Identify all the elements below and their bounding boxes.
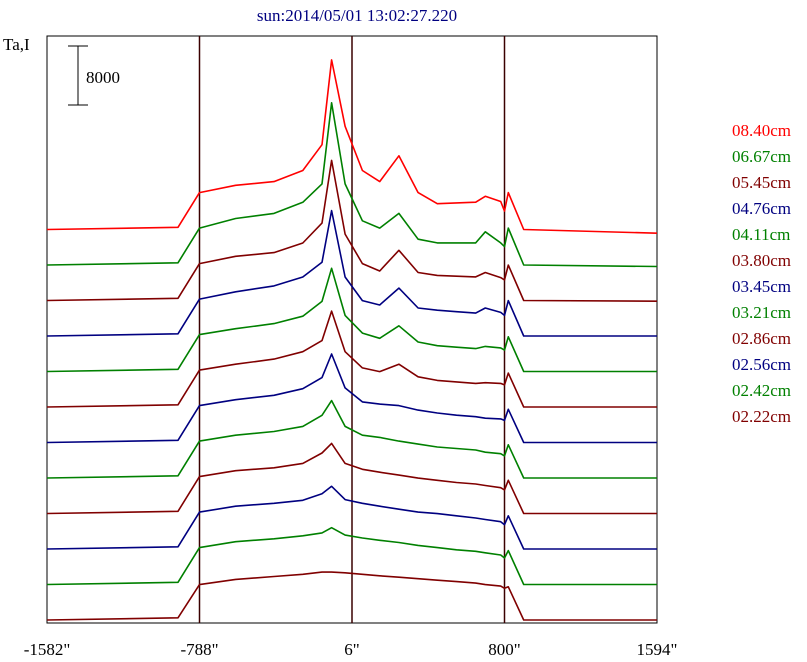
series-line-02.42cm — [46, 526, 657, 586]
series-line-06.67cm — [46, 102, 658, 268]
series-line-04.76cm — [46, 209, 657, 337]
x-tick-label: 1594" — [637, 640, 678, 659]
legend-item: 03.80cm — [732, 251, 791, 270]
chart-title: sun:2014/05/01 13:02:27.220 — [257, 6, 457, 25]
series-line-03.45cm — [46, 353, 657, 444]
x-tick-label: 6" — [344, 640, 359, 659]
scale-bar-label: 8000 — [86, 68, 120, 87]
legend-item: 02.86cm — [732, 329, 791, 348]
legend-item: 03.21cm — [732, 303, 791, 322]
legend-item: 02.42cm — [732, 381, 791, 400]
series-line-02.22cm — [46, 571, 657, 621]
legend-item: 03.45cm — [732, 277, 791, 296]
legend-item: 02.56cm — [732, 355, 791, 374]
series-line-05.45cm — [46, 159, 658, 302]
x-tick-label: -1582" — [24, 640, 71, 659]
series-line-08.40cm — [46, 59, 658, 234]
series-line-03.21cm — [46, 399, 657, 479]
x-tick-label: -788" — [180, 640, 218, 659]
series-line-02.56cm — [46, 485, 657, 550]
legend-item: 04.76cm — [732, 199, 791, 218]
series-line-04.11cm — [46, 267, 657, 373]
legend-item: 06.67cm — [732, 147, 791, 166]
scale-bar: 8000 — [68, 45, 120, 106]
legend-item: 04.11cm — [732, 225, 790, 244]
series-line-02.86cm — [46, 442, 657, 515]
x-tick-label: 800" — [488, 640, 520, 659]
legend-item: 05.45cm — [732, 173, 791, 192]
y-axis-label: Ta,I — [3, 35, 30, 54]
series-line-03.80cm — [46, 310, 657, 408]
legend-item: 08.40cm — [732, 121, 791, 140]
legend-item: 02.22cm — [732, 407, 791, 426]
